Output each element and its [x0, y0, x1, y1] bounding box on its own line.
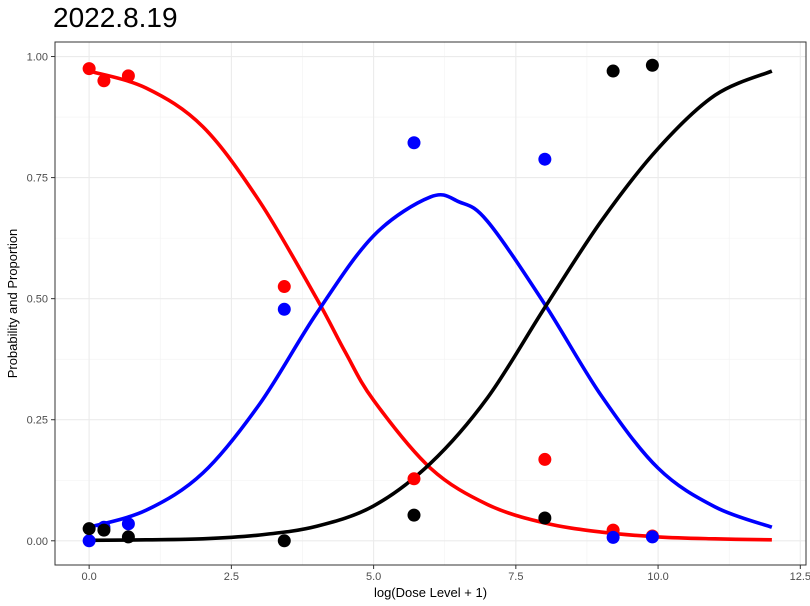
- data-point: [82, 534, 96, 548]
- axes: 0.0 2.5 5.0 7.5 10.0 12.5 0.00 0.25 0.50 0.75 1.00: [27, 52, 810, 583]
- y-tick-label: 0.50: [27, 294, 48, 306]
- data-point: [82, 522, 96, 536]
- data-point: [407, 508, 421, 522]
- data-point: [121, 69, 135, 83]
- chart-title: 2022.8.19: [53, 2, 178, 33]
- data-point: [606, 64, 620, 78]
- y-tick-label: 0.25: [27, 415, 48, 427]
- data-point: [645, 58, 659, 72]
- x-tick-label: 12.5: [790, 571, 810, 583]
- x-tick-label: 7.5: [508, 571, 523, 583]
- data-point: [277, 534, 291, 548]
- data-point: [277, 280, 291, 294]
- data-point: [97, 74, 111, 88]
- data-point: [407, 472, 421, 486]
- fitted-curves: [88, 69, 773, 543]
- data-point: [121, 517, 135, 531]
- x-tick-label: 10.0: [647, 571, 668, 583]
- fitted-curve: [89, 69, 773, 543]
- data-point: [538, 511, 552, 525]
- y-tick-label: 0.75: [27, 173, 48, 185]
- x-tick-label: 2.5: [224, 571, 239, 583]
- data-point: [121, 530, 135, 544]
- grid: [55, 42, 806, 565]
- fitted-curve: [88, 192, 773, 529]
- data-point: [82, 62, 96, 76]
- fitted-curve: [88, 69, 772, 542]
- data-point: [97, 523, 111, 537]
- data-point: [277, 302, 291, 316]
- x-tick-label: 0.0: [81, 571, 96, 583]
- data-point: [538, 452, 552, 466]
- data-point: [538, 152, 552, 166]
- y-axis-title: Probability and Proportion: [5, 229, 20, 379]
- data-point: [407, 136, 421, 150]
- data-point: [606, 530, 620, 544]
- panel-border: [54, 41, 807, 566]
- y-tick-label: 1.00: [27, 52, 48, 64]
- x-axis-title: log(Dose Level + 1): [374, 585, 487, 600]
- data-point: [645, 530, 659, 544]
- data-points: [82, 58, 659, 548]
- x-tick-label: 5.0: [366, 571, 381, 583]
- y-tick-label: 0.00: [27, 536, 48, 548]
